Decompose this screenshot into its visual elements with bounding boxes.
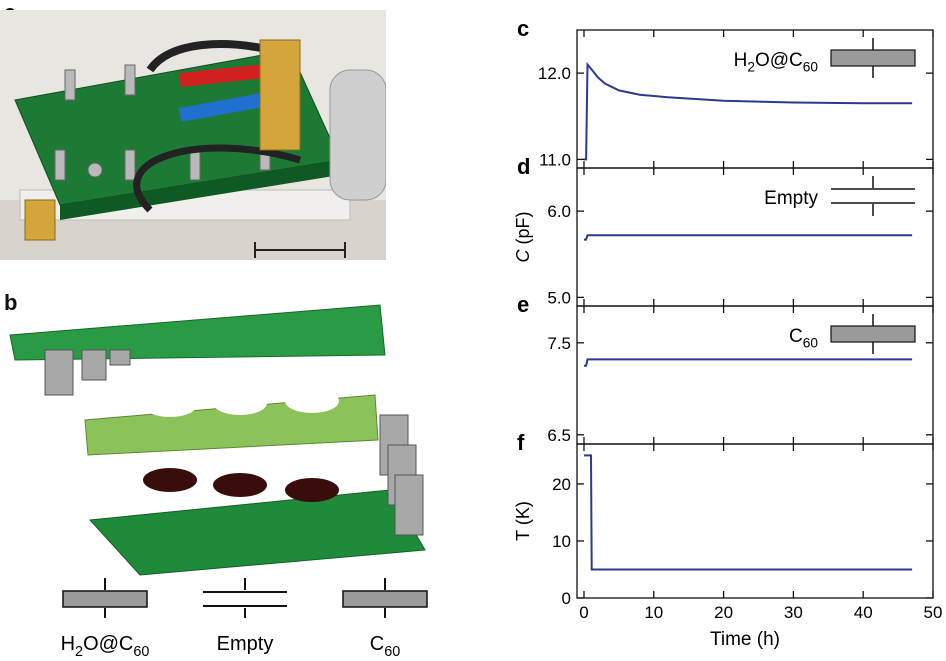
y-tick-label: 12.0 (538, 64, 571, 83)
x-tick-label: 20 (714, 603, 733, 622)
panel-label-d: d (517, 154, 530, 179)
y-tick-label: 20 (552, 475, 571, 494)
y-tick-label: 6.5 (547, 426, 571, 445)
y-axis-label-f: T (K) (513, 501, 533, 541)
panel-label-b: b (4, 290, 18, 315)
y-axis-label-capacitance: C (pF) (513, 212, 533, 263)
series-line-c (584, 61, 913, 161)
chart-c: c 11.0 12.0 H2O@C60 (517, 16, 934, 169)
inset-label-e: C60 (789, 326, 818, 351)
x-axis-label: Time (h) (710, 629, 780, 650)
chart-e: e 6.5 7.5 C60 (517, 292, 934, 445)
legend-item-2: C60 (342, 578, 428, 660)
plot-frame (576, 443, 934, 599)
legend-item-1: Empty (203, 578, 287, 655)
device-photo (0, 10, 386, 260)
x-tick-label: 0 (579, 603, 588, 622)
y-tick-label: 10 (552, 532, 571, 551)
panel-label-f: f (517, 430, 525, 455)
chart-f: f 0 10 20 0 10 20 30 40 50 T (K) (513, 430, 942, 622)
inset-label-d: Empty (764, 188, 818, 209)
x-tick-label: 30 (784, 603, 803, 622)
x-tick-label: 10 (644, 603, 663, 622)
y-tick-label: 7.5 (547, 334, 571, 353)
chart-d: d 5.0 6.0 Empty (517, 154, 934, 307)
x-tick-label: 40 (854, 603, 873, 622)
capacitor-symbol-e (830, 314, 916, 354)
legend-label-1: Empty (217, 633, 274, 655)
x-tick-label: 50 (924, 603, 943, 622)
panel-label-e: e (517, 292, 529, 317)
series-line-f (584, 454, 913, 571)
panel-label-c: c (517, 16, 529, 41)
capacitor-symbol-d (831, 176, 915, 216)
capacitor-legend: H2O@C60 Empty C60 (40, 578, 450, 660)
capacitor-symbol-c (830, 38, 916, 78)
series-line-e (584, 358, 913, 367)
series-line-d (584, 234, 913, 241)
y-tick-label: 5.0 (547, 288, 571, 307)
y-tick-label: 11.0 (539, 150, 571, 169)
exploded-render (9, 304, 426, 576)
inset-label-c: H2O@C60 (734, 50, 819, 75)
y-tick-label: 0 (562, 589, 571, 608)
y-tick-label: 6.0 (547, 202, 571, 221)
